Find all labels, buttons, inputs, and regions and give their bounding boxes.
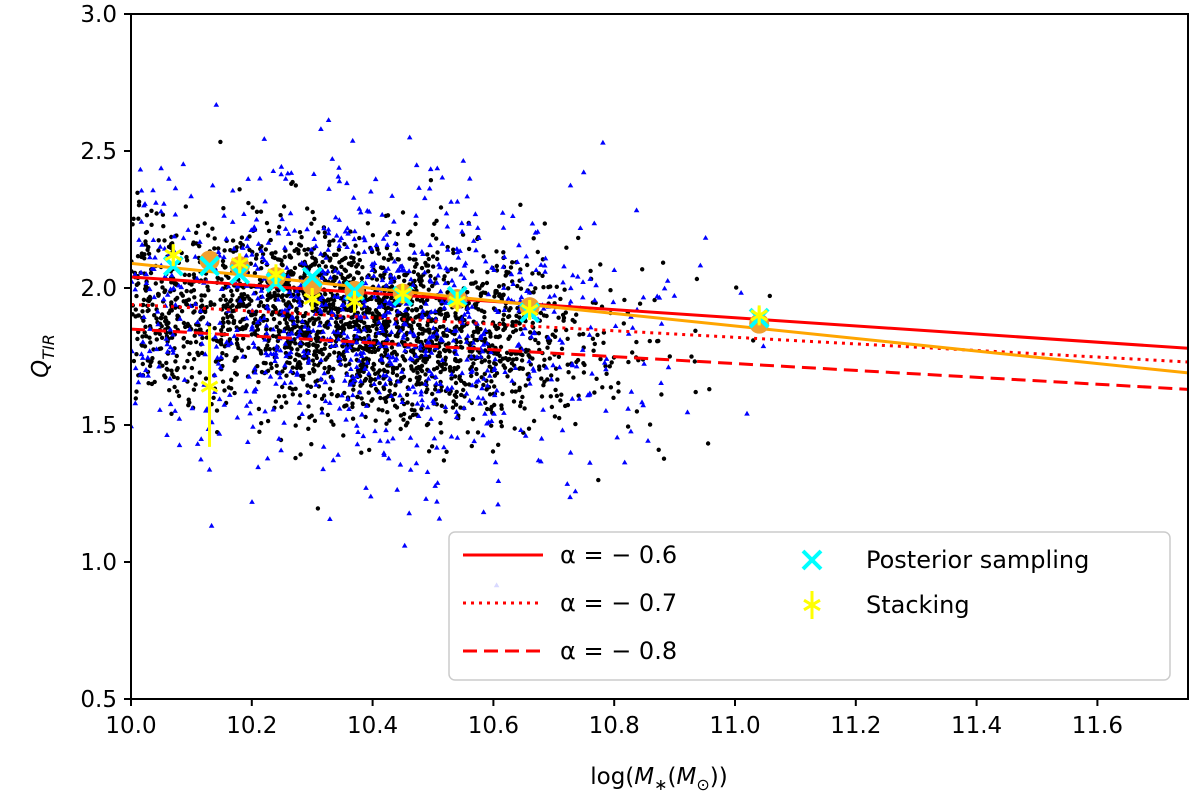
legend-item: α = − 0.8: [463, 637, 677, 665]
stacking-marker: [750, 305, 768, 326]
x-axis-label: log(M∗(M⊙)): [590, 764, 728, 794]
x-tick-label: 11.4: [951, 713, 1002, 739]
legend-label: α = − 0.8: [560, 637, 677, 665]
stacking-marker: [164, 245, 183, 266]
legend: α = − 0.6 α = − 0.7 α = − 0.8 Posterior sam…: [448, 531, 1171, 681]
x-tick-label: 10.6: [468, 713, 519, 739]
legend-item: α = − 0.7: [463, 589, 677, 617]
y-tick-label: 3.0: [80, 2, 117, 28]
x-tick-label: 11.0: [709, 713, 760, 739]
stacking-marker: [394, 283, 412, 304]
legend-item: Stacking: [803, 591, 970, 619]
posterior-sampling-marker: [301, 266, 323, 288]
legend-label: α = − 0.7: [560, 589, 677, 617]
stacking-marker: [200, 376, 219, 397]
stacking-marker: [520, 299, 539, 320]
stacking-marker: [448, 291, 466, 312]
x-tick-label: 10.4: [347, 713, 398, 739]
legend-item: α = − 0.6: [463, 541, 677, 569]
relation-line-2: [131, 327, 1188, 391]
stacking-marker: [267, 264, 285, 285]
y-tick-label: 0.5: [80, 687, 117, 713]
x-tick-label: 10.2: [226, 713, 277, 739]
y-tick-label: 1.0: [80, 550, 117, 576]
detection-points: [131, 139, 772, 511]
x-tick-label: 11.6: [1072, 713, 1123, 739]
y-tick-label: 2.0: [80, 276, 117, 302]
orange-bin-point: [199, 250, 220, 271]
binned-markers: [162, 244, 770, 447]
legend-label: Stacking: [866, 591, 970, 619]
legend-swatch: [803, 595, 821, 615]
stacking-marker: [345, 291, 364, 312]
x-tick-label: 10.0: [105, 713, 156, 739]
stacking-marker: [230, 253, 249, 274]
x-axis: 10.0 10.2 10.4 10.6 10.8 11.0 11.2 11.4 11.6: [105, 699, 1123, 739]
legend-label: α = − 0.6: [560, 541, 677, 569]
y-axis-label: QTIR: [28, 334, 58, 378]
legend-swatch: [801, 549, 823, 571]
y-tick-label: 1.5: [80, 413, 117, 439]
y-axis: 0.5 1.0 1.5 2.0 2.5 3.0: [80, 2, 131, 713]
legend-label: Posterior sampling: [866, 546, 1089, 574]
stacking-marker: [303, 288, 321, 309]
x-tick-label: 11.2: [830, 713, 881, 739]
posterior-sampling-marker: [199, 255, 220, 277]
y-tick-label: 2.5: [80, 139, 117, 165]
relation-line-1: [131, 302, 1188, 364]
x-tick-label: 10.8: [589, 713, 640, 739]
scatter-layer: [131, 102, 772, 588]
plot-frame: [130, 13, 1189, 700]
legend-item: Posterior sampling: [801, 546, 1089, 574]
